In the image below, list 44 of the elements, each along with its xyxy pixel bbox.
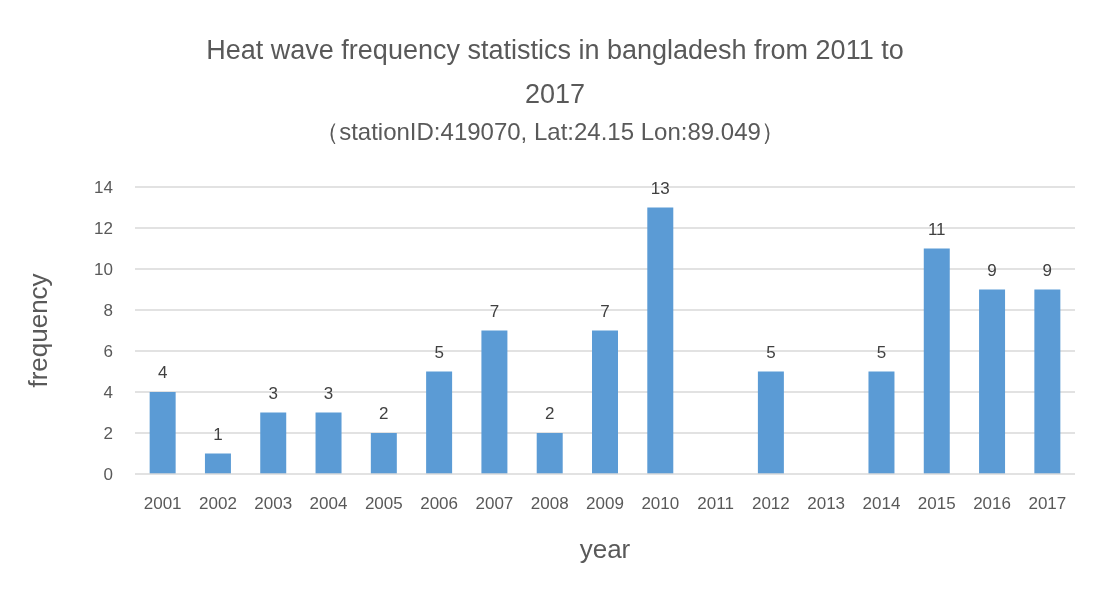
x-tick-label: 2009	[586, 494, 624, 513]
x-tick-label: 2007	[475, 494, 514, 513]
y-tick-label: 10	[94, 260, 113, 279]
y-tick-label: 0	[103, 465, 113, 484]
x-tick-label: 2006	[420, 494, 459, 513]
y-tick-label: 14	[94, 178, 113, 197]
x-tick-label: 2014	[862, 494, 901, 513]
x-tick-label: 2005	[364, 494, 403, 513]
data-label: 11	[927, 219, 946, 239]
x-tick-label: 2008	[530, 494, 569, 513]
data-label: 9	[1042, 260, 1053, 280]
data-label: 5	[876, 342, 887, 362]
x-tick-label: 2003	[254, 494, 293, 513]
y-tick-label: 2	[103, 424, 113, 443]
x-tick-label: 2011	[697, 494, 734, 513]
x-tick-label: 2016	[973, 494, 1011, 513]
data-label: 7	[489, 301, 500, 321]
data-label: 5	[434, 342, 444, 362]
y-tick-label: 4	[103, 383, 113, 402]
data-label: 2	[379, 404, 389, 423]
data-label: 2	[544, 404, 555, 423]
data-label: 1	[213, 424, 223, 444]
x-tick-label: 2012	[751, 494, 790, 513]
data-label: 7	[600, 301, 610, 321]
data-label: 3	[323, 383, 334, 403]
x-tick-label: 2002	[199, 494, 237, 513]
x-tick-label: 2017	[1028, 494, 1067, 513]
data-label: 4	[157, 363, 168, 382]
x-axis-title: year	[579, 534, 631, 564]
data-label: 5	[766, 342, 776, 362]
y-tick-label: 12	[94, 219, 113, 238]
y-tick-label: 8	[103, 301, 113, 320]
x-tick-label: 2010	[641, 494, 680, 513]
title: Heat wave frequency statistics in bangladesh from 2011 to 2017	[205, 34, 905, 111]
y-axis-title: frequency	[23, 273, 53, 388]
x-tick-label: 2013	[807, 494, 846, 513]
y-tick-label: 6	[103, 342, 113, 361]
data-label: 13	[650, 178, 670, 198]
data-label: 3	[268, 383, 278, 403]
x-tick-label: 2004	[309, 494, 348, 513]
data-label: 9	[987, 260, 997, 280]
x-tick-label: 2015	[917, 494, 956, 513]
x-tick-label: 2001	[143, 494, 182, 513]
subtitle: （stationID:419070, Lat:24.15 Lon:89.049）	[314, 117, 786, 147]
